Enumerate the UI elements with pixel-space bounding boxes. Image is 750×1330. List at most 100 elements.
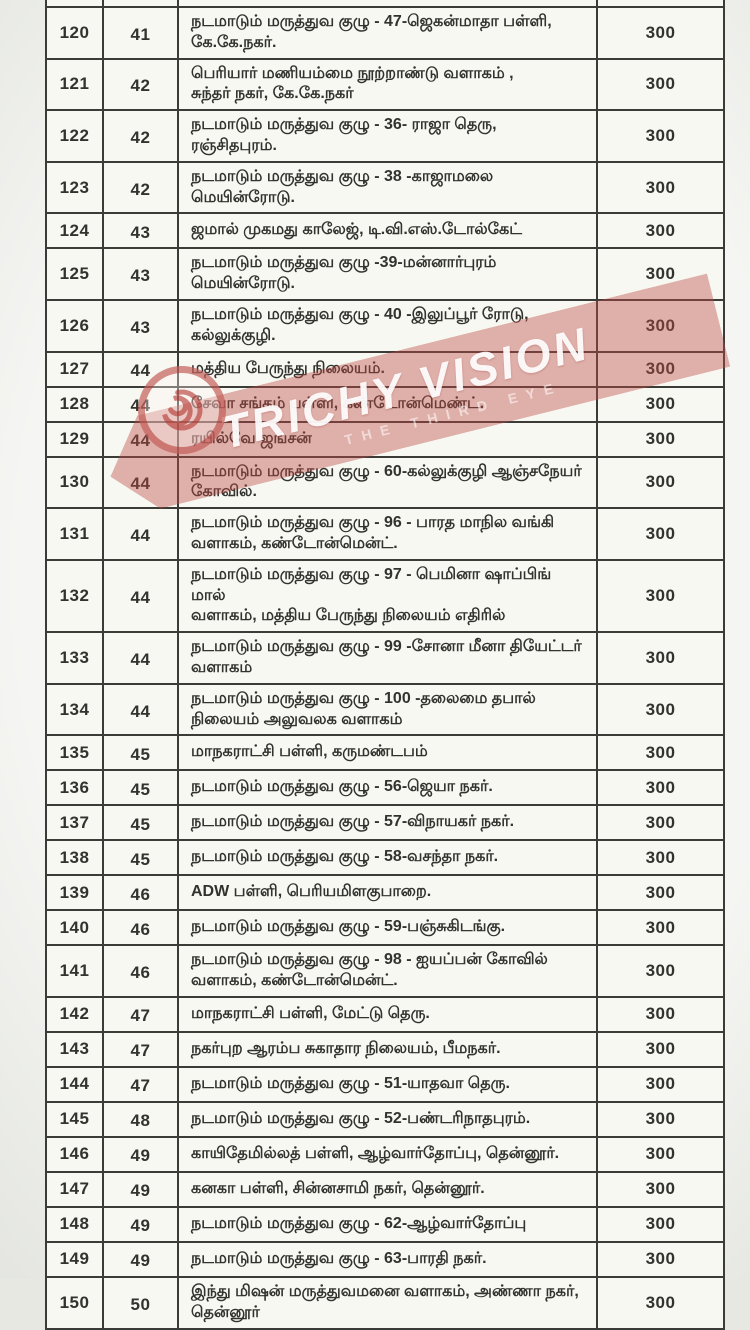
location-cell: நடமாடும் மருத்துவ குழு - 98 - ஐயப்பன் கோ…: [177, 944, 598, 998]
amount-cell: 300: [596, 1065, 725, 1103]
serial-number-cell: 146: [45, 1135, 104, 1173]
amount-cell: 300: [596, 1170, 725, 1208]
ward-number-cell: 47: [102, 1065, 179, 1103]
serial-number-cell: 140: [45, 909, 104, 947]
ward-number-cell: 45: [102, 734, 179, 772]
serial-number-cell: 139: [45, 874, 104, 912]
polling-locations-table: 120 41 நடமாடும் மருத்துவ குழு - 47-ஜெகன்…: [45, 0, 725, 1330]
serial-number-cell: 124: [45, 212, 104, 250]
location-cell: நடமாடும் மருத்துவ குழு - 63-பாரதி நகர்.: [177, 1240, 598, 1278]
ward-number-cell: 49: [102, 1135, 179, 1173]
location-cell: நடமாடும் மருத்துவ குழு - 99 -சோனா மீனா த…: [177, 631, 598, 685]
ward-number-cell: 45: [102, 804, 179, 842]
serial-number-cell: 136: [45, 769, 104, 807]
table-row: 145 48 நடமாடும் மருத்துவ குழு - 52-பண்டர…: [45, 1100, 725, 1138]
serial-number-cell: 125: [45, 247, 104, 301]
location-cell: நடமாடும் மருத்துவ குழு - 38 -காஜாமலை மெய…: [177, 160, 598, 215]
ward-number-cell: 47: [102, 995, 179, 1033]
table-row: 150 50 இந்து மிஷன் மருத்துவமனை வளாகம், அ…: [45, 1275, 725, 1330]
location-cell: நடமாடும் மருத்துவ குழு - 60-கல்லுக்குழி …: [177, 455, 598, 510]
serial-number-cell: 138: [45, 839, 104, 877]
ward-number-cell: 43: [102, 247, 179, 301]
table-row: 131 44 நடமாடும் மருத்துவ குழு - 96 - பார…: [45, 507, 725, 561]
serial-number-cell: 134: [45, 682, 104, 737]
cutoff-row-stub: [45, 0, 725, 8]
amount-cell: 300: [596, 212, 725, 250]
table-row: 121 42 பெரியார் மணியம்மை நூற்றாண்டு வளாக…: [45, 57, 725, 112]
serial-number-cell: 130: [45, 455, 104, 510]
serial-number-cell: 142: [45, 995, 104, 1033]
table-row: 140 46 நடமாடும் மருத்துவ குழு - 59-பஞ்சு…: [45, 909, 725, 947]
serial-number-cell: 137: [45, 804, 104, 842]
serial-number-cell: 128: [45, 385, 104, 423]
table-row: 130 44 நடமாடும் மருத்துவ குழு - 60-கல்லு…: [45, 455, 725, 510]
serial-number-cell: 145: [45, 1100, 104, 1138]
location-cell: நடமாடும் மருத்துவ குழு - 52-பண்டரிநாதபுர…: [177, 1100, 598, 1138]
location-cell: நடமாடும் மருத்துவ குழு - 36- ராஜா தெரு, …: [177, 109, 598, 163]
serial-number-cell: 150: [45, 1275, 104, 1330]
serial-number-cell: 144: [45, 1065, 104, 1103]
serial-number-cell: 133: [45, 631, 104, 685]
serial-number-cell: 127: [45, 350, 104, 388]
ward-number-cell: 44: [102, 558, 179, 634]
table-row: 120 41 நடமாடும் மருத்துவ குழு - 47-ஜெகன்…: [45, 6, 725, 60]
ward-number-cell: 44: [102, 507, 179, 561]
ward-number-cell: 46: [102, 874, 179, 912]
ward-number-cell: 44: [102, 682, 179, 737]
amount-cell: 300: [596, 1205, 725, 1243]
ward-number-cell: 41: [102, 6, 179, 60]
table-row: 137 45 நடமாடும் மருத்துவ குழு - 57-விநாய…: [45, 804, 725, 842]
stub-cell: [596, 0, 725, 8]
ward-number-cell: 42: [102, 109, 179, 163]
amount-cell: 300: [596, 247, 725, 301]
location-cell: நடமாடும் மருத்துவ குழு - 100 -தலைமை தபால…: [177, 682, 598, 737]
ward-number-cell: 43: [102, 212, 179, 250]
amount-cell: 300: [596, 1030, 725, 1068]
table-row: 136 45 நடமாடும் மருத்துவ குழு - 56-ஜெயா …: [45, 769, 725, 807]
table-row: 135 45 மாநகராட்சி பள்ளி, கருமண்டபம் 300: [45, 734, 725, 772]
amount-cell: 300: [596, 631, 725, 685]
location-cell: நடமாடும் மருத்துவ குழு -39-மன்னார்புரம் …: [177, 247, 598, 301]
ward-number-cell: 44: [102, 631, 179, 685]
amount-cell: 300: [596, 804, 725, 842]
amount-cell: 300: [596, 734, 725, 772]
location-cell: ADW பள்ளி, பெரியமிளகுபாறை.: [177, 874, 598, 912]
location-cell: மத்திய பேருந்து நிலையம்.: [177, 350, 598, 388]
location-cell: இந்து மிஷன் மருத்துவமனை வளாகம், அண்ணா நக…: [177, 1275, 598, 1330]
location-cell: நடமாடும் மருத்துவ குழு - 59-பஞ்சுகிடங்கு…: [177, 909, 598, 947]
stub-cell: [177, 0, 598, 8]
table-row: 126 43 நடமாடும் மருத்துவ குழு - 40 -இலுப…: [45, 298, 725, 353]
ward-number-cell: 45: [102, 769, 179, 807]
serial-number-cell: 148: [45, 1205, 104, 1243]
amount-cell: 300: [596, 160, 725, 215]
location-cell: ஜமால் முகமது காலேஜ், டி.வி.எஸ்.டோல்கேட்: [177, 212, 598, 250]
table-row: 122 42 நடமாடும் மருத்துவ குழு - 36- ராஜா…: [45, 109, 725, 163]
location-cell: ரயில்வே ஜங்சன்: [177, 420, 598, 458]
amount-cell: 300: [596, 420, 725, 458]
ward-number-cell: 44: [102, 350, 179, 388]
table-row: 138 45 நடமாடும் மருத்துவ குழு - 58-வசந்த…: [45, 839, 725, 877]
serial-number-cell: 143: [45, 1030, 104, 1068]
location-cell: நடமாடும் மருத்துவ குழு - 40 -இலுப்பூர் ர…: [177, 298, 598, 353]
stub-cell: [102, 0, 179, 8]
serial-number-cell: 121: [45, 57, 104, 112]
amount-cell: 300: [596, 944, 725, 998]
serial-number-cell: 132: [45, 558, 104, 634]
amount-cell: 300: [596, 1275, 725, 1330]
ward-number-cell: 47: [102, 1030, 179, 1068]
table-row: 148 49 நடமாடும் மருத்துவ குழு - 62-ஆழ்வா…: [45, 1205, 725, 1243]
serial-number-cell: 147: [45, 1170, 104, 1208]
amount-cell: 300: [596, 455, 725, 510]
location-cell: சேவா சங்கம் பள்ளி, கண்டோன்மெண்ட்.: [177, 385, 598, 423]
serial-number-cell: 141: [45, 944, 104, 998]
table-row: 124 43 ஜமால் முகமது காலேஜ், டி.வி.எஸ்.டோ…: [45, 212, 725, 250]
ward-number-cell: 43: [102, 298, 179, 353]
ward-number-cell: 49: [102, 1240, 179, 1278]
ward-number-cell: 44: [102, 385, 179, 423]
amount-cell: 300: [596, 1100, 725, 1138]
table-body: 120 41 நடமாடும் மருத்துவ குழு - 47-ஜெகன்…: [45, 0, 725, 1330]
amount-cell: 300: [596, 1240, 725, 1278]
table-row: 132 44 நடமாடும் மருத்துவ குழு - 97 - பெம…: [45, 558, 725, 634]
amount-cell: 300: [596, 769, 725, 807]
ward-number-cell: 50: [102, 1275, 179, 1330]
